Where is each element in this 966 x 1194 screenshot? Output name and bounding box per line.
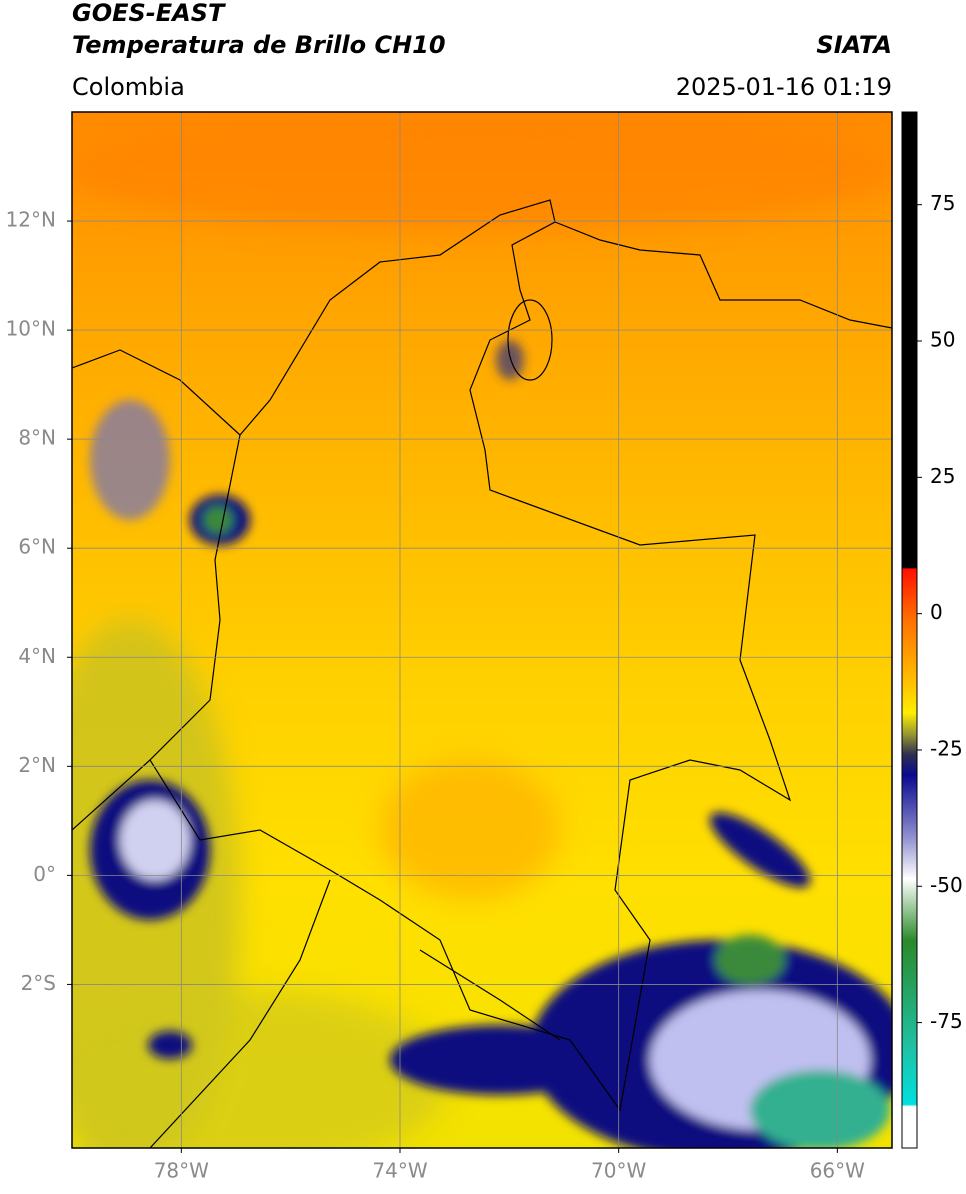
colorbar-tick-label: -25 <box>930 736 963 760</box>
lon-tick-label: 74°W <box>372 1159 427 1183</box>
colorbar-tick-label: 50 <box>930 328 955 352</box>
colorbar-tick-label: -75 <box>930 1009 963 1033</box>
product-title: Temperatura de Brillo CH10 <box>72 31 446 59</box>
lon-tick-label: 70°W <box>591 1159 646 1183</box>
lat-tick-label: 2°S <box>21 971 56 995</box>
colorbar-tick-label: -50 <box>930 873 963 897</box>
colorbar-tick-label: 0 <box>930 600 943 624</box>
colorbar-tick-label: 75 <box>930 191 955 215</box>
lon-tick-label: 66°W <box>810 1159 865 1183</box>
lat-tick-label: 10°N <box>6 317 56 341</box>
lat-tick-label: 4°N <box>18 644 56 668</box>
lat-tick-label: 6°N <box>18 535 56 559</box>
lat-tick-label: 0° <box>33 862 56 886</box>
source-label: SIATA <box>816 31 892 59</box>
map-frame <box>71 111 893 1149</box>
colorbar <box>901 111 918 1149</box>
lat-tick-label: 8°N <box>18 426 56 450</box>
lon-tick-label: 78°W <box>154 1159 209 1183</box>
colorbar-tick-label: 25 <box>930 464 955 488</box>
satellite-title: GOES-EAST <box>72 0 226 27</box>
region-label: Colombia <box>72 73 185 101</box>
satellite-image <box>72 112 892 1148</box>
lat-tick-label: 12°N <box>6 208 56 232</box>
lat-tick-label: 2°N <box>18 753 56 777</box>
timestamp: 2025-01-16 01:19 <box>676 73 892 101</box>
